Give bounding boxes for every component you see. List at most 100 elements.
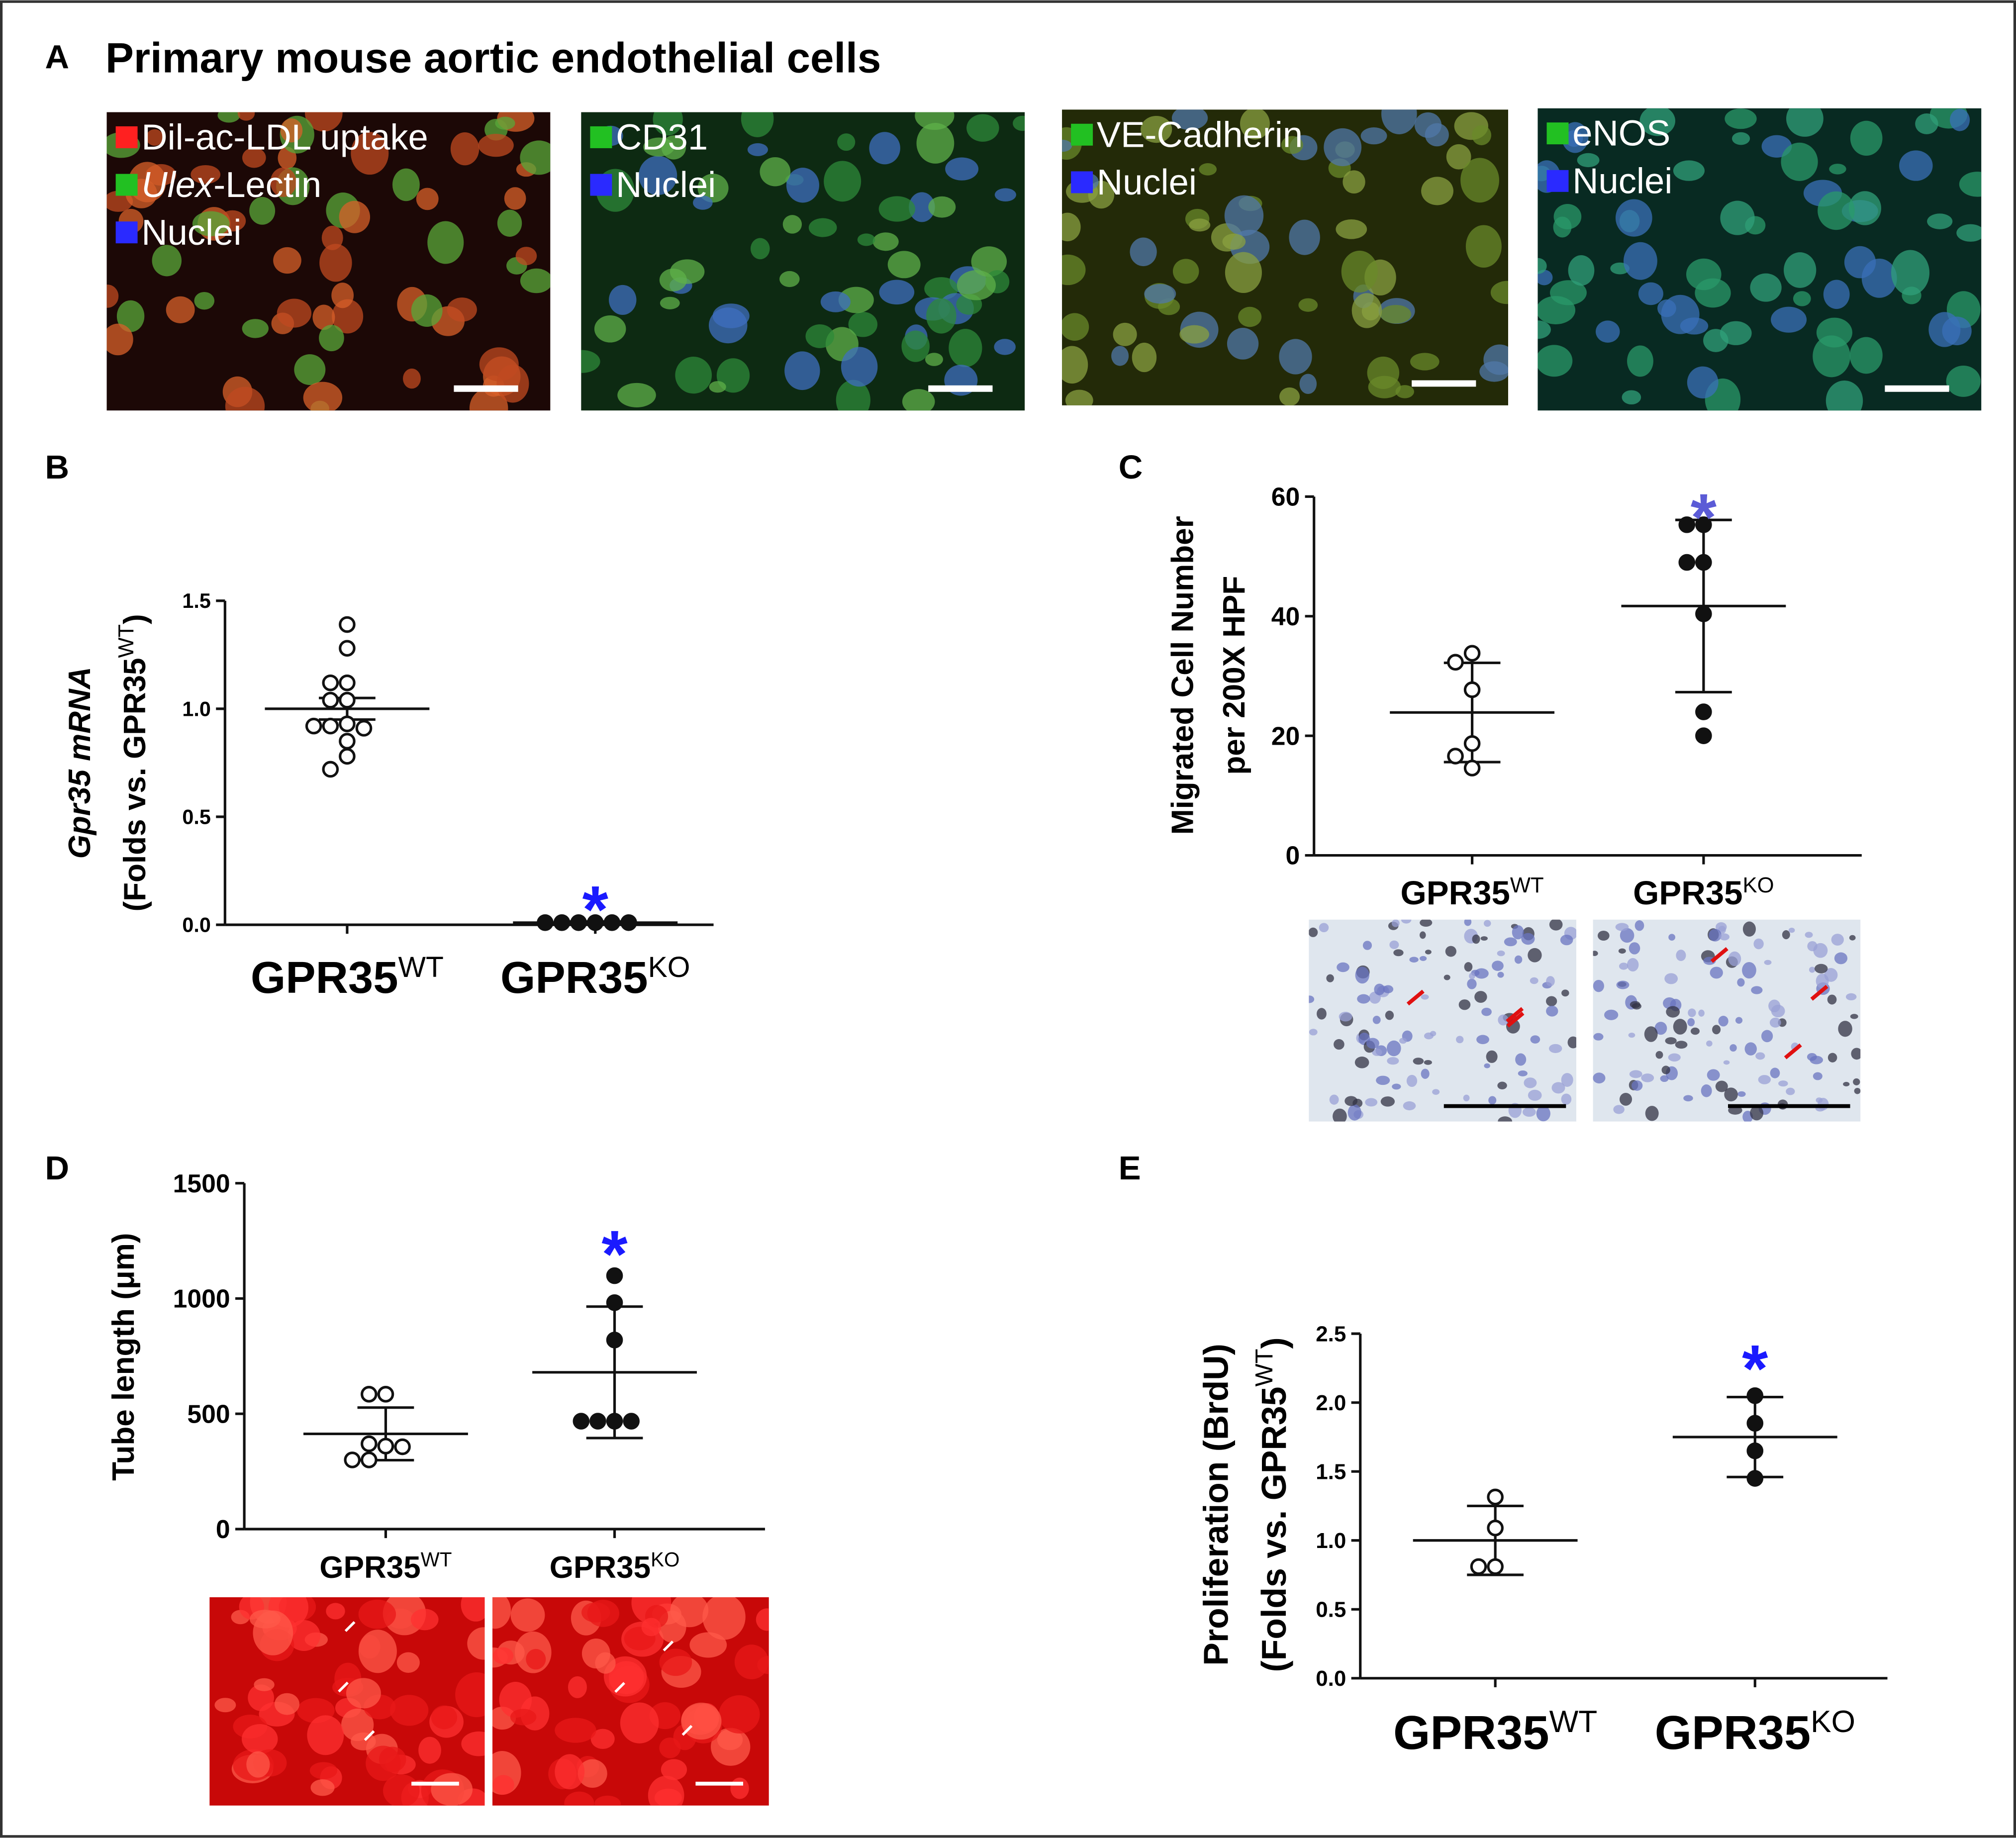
cell: [1619, 963, 1629, 970]
cell: [1619, 1092, 1632, 1106]
data-point: [1463, 645, 1481, 662]
legend-swatch: [590, 174, 612, 196]
cell: [410, 1609, 439, 1631]
cell: [1593, 979, 1604, 992]
legend-text-part: -Lectin: [213, 165, 321, 205]
cells: [581, 112, 1025, 411]
cell: [1645, 1106, 1659, 1121]
cell: [194, 291, 215, 310]
cell: [339, 200, 371, 233]
cell: [1813, 335, 1850, 378]
cell: [594, 1795, 621, 1806]
cell: [1469, 972, 1475, 979]
cell: [1238, 306, 1262, 327]
cell: [887, 251, 921, 279]
cell: [396, 1652, 420, 1673]
cell: [1309, 995, 1315, 1003]
cell: [128, 162, 167, 202]
cell: [1723, 1060, 1730, 1065]
cell: [878, 196, 916, 222]
cell: [1764, 960, 1772, 965]
data-point: [1746, 1442, 1764, 1459]
cell: [191, 165, 221, 184]
x-tick-label: GPR35WT: [1393, 1705, 1597, 1759]
cell: [1281, 136, 1303, 154]
micrograph: [581, 112, 1025, 411]
cell: [332, 299, 364, 334]
cell: [310, 1779, 335, 1796]
cell: [192, 211, 230, 236]
cell: [403, 368, 421, 389]
cells: [106, 112, 551, 411]
arrow: [364, 1730, 375, 1741]
y-axis-label-part: WT: [114, 624, 138, 658]
cell: [1065, 389, 1093, 405]
cell: [1528, 948, 1542, 963]
cell: [1546, 976, 1555, 986]
cell: [1179, 325, 1209, 344]
cell: [697, 174, 729, 203]
cell: [1630, 1001, 1640, 1008]
cell: [1827, 994, 1837, 1005]
cell: [994, 339, 1016, 355]
x-tick-label: GPR35WT: [319, 1548, 452, 1585]
cell: [1484, 1063, 1490, 1068]
data-point: [1695, 554, 1712, 571]
cell: [248, 1684, 274, 1711]
cell: [693, 195, 713, 210]
cell: [307, 1715, 344, 1755]
data-point: [1463, 681, 1481, 698]
cell: [1687, 366, 1719, 398]
cell: [1641, 1073, 1654, 1082]
cell: [824, 161, 862, 202]
cell: [1737, 1091, 1746, 1097]
legend-text-part: Dil-ac-LDL uptake: [141, 117, 428, 157]
cell: [1825, 381, 1863, 411]
cell: [1946, 366, 1981, 397]
cell: [510, 1709, 537, 1726]
cell: [1818, 191, 1855, 230]
legend-text: Dil-ac-LDL uptake: [141, 117, 428, 157]
data-point: [606, 1294, 623, 1311]
cell: [689, 1632, 727, 1658]
cell: [1688, 1008, 1696, 1017]
cell: [925, 353, 943, 366]
y-tick-label: 1.0: [182, 697, 210, 720]
data-point: [355, 720, 373, 737]
category-name: GPR35: [1401, 874, 1510, 912]
cell: [786, 168, 820, 203]
cell: [1618, 948, 1626, 954]
y-tick-label: 0.5: [182, 805, 210, 828]
cell: [1698, 1009, 1705, 1017]
cell: [341, 1708, 374, 1741]
cell: [273, 247, 301, 274]
cell: [1421, 994, 1429, 1000]
cell: [1497, 1081, 1507, 1089]
y-axis-label: Tube length (μm): [106, 1233, 141, 1480]
cell: [1334, 1039, 1344, 1050]
legend-text-part: VE-Cadherin: [1097, 114, 1303, 155]
cell: [1549, 1044, 1562, 1053]
cell: [717, 1729, 743, 1750]
cell: [1786, 108, 1824, 137]
cell: [1420, 931, 1426, 939]
data-point: [603, 914, 621, 931]
category-superscript: WT: [1510, 872, 1544, 897]
cell: [305, 112, 343, 132]
cell: [1604, 1009, 1619, 1020]
cell: [1347, 1104, 1361, 1121]
cell: [820, 291, 851, 312]
cell: [1456, 1036, 1464, 1044]
panel-label: E: [1119, 1150, 1141, 1187]
data-point: [1447, 654, 1464, 671]
cell: [1654, 1022, 1667, 1035]
arrow: [1506, 1007, 1524, 1023]
cell: [1343, 170, 1365, 194]
cell: [1393, 949, 1404, 957]
cell: [366, 1745, 401, 1781]
cell: [1289, 219, 1320, 255]
micrographs: [106, 108, 1982, 1806]
cell: [1497, 950, 1505, 957]
cell: [1514, 955, 1523, 964]
data-point: [339, 674, 356, 691]
